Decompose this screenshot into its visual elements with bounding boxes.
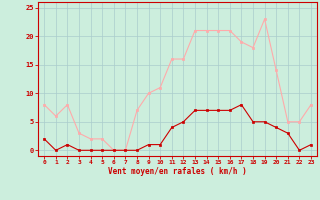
X-axis label: Vent moyen/en rafales ( km/h ): Vent moyen/en rafales ( km/h ) — [108, 167, 247, 176]
